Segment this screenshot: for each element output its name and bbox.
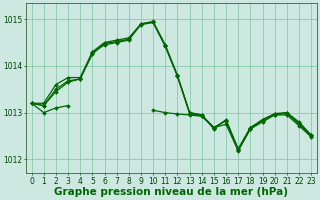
X-axis label: Graphe pression niveau de la mer (hPa): Graphe pression niveau de la mer (hPa) <box>54 187 288 197</box>
